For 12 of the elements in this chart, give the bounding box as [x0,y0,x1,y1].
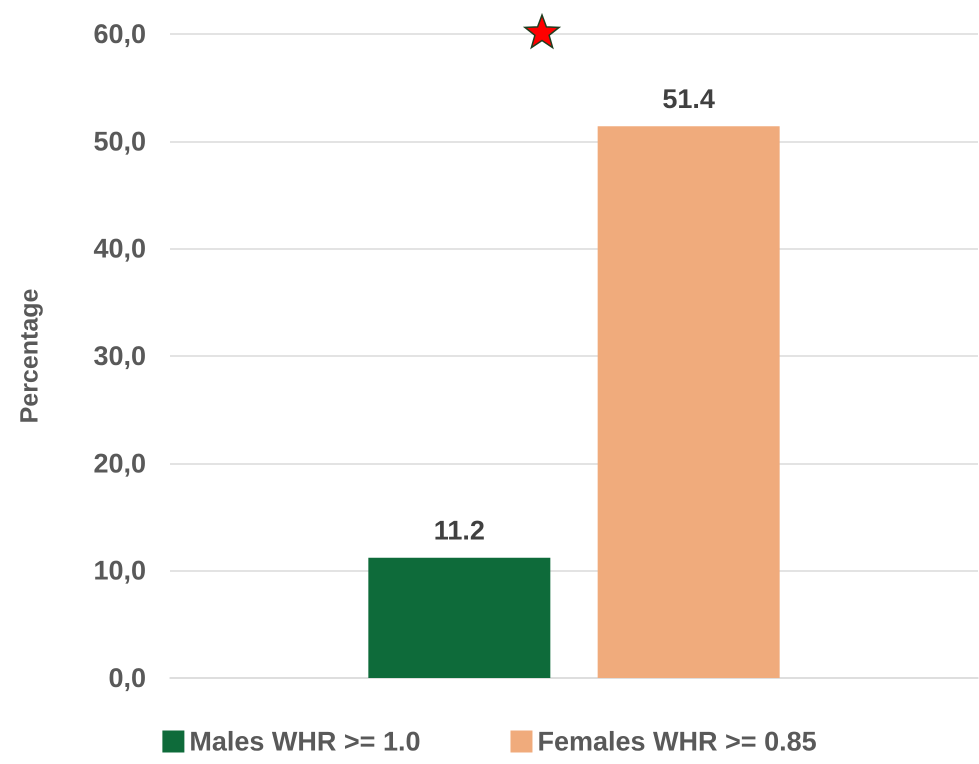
data-label: 51.4 [662,84,715,114]
y-tick-label: 10,0 [93,556,146,586]
legend-label: Males WHR >= 1.0 [189,726,420,756]
y-tick-label: 30,0 [93,341,146,371]
data-label: 11.2 [434,515,485,546]
y-tick-label: 50,0 [93,126,146,156]
legend-label: Females WHR >= 0.85 [537,726,817,756]
y-tick-label: 60,0 [93,19,146,49]
y-tick-label: 40,0 [93,234,146,264]
y-tick-label: 20,0 [93,448,146,478]
y-tick-label: 0,0 [108,663,146,693]
y-axis-title: Percentage [16,288,44,424]
